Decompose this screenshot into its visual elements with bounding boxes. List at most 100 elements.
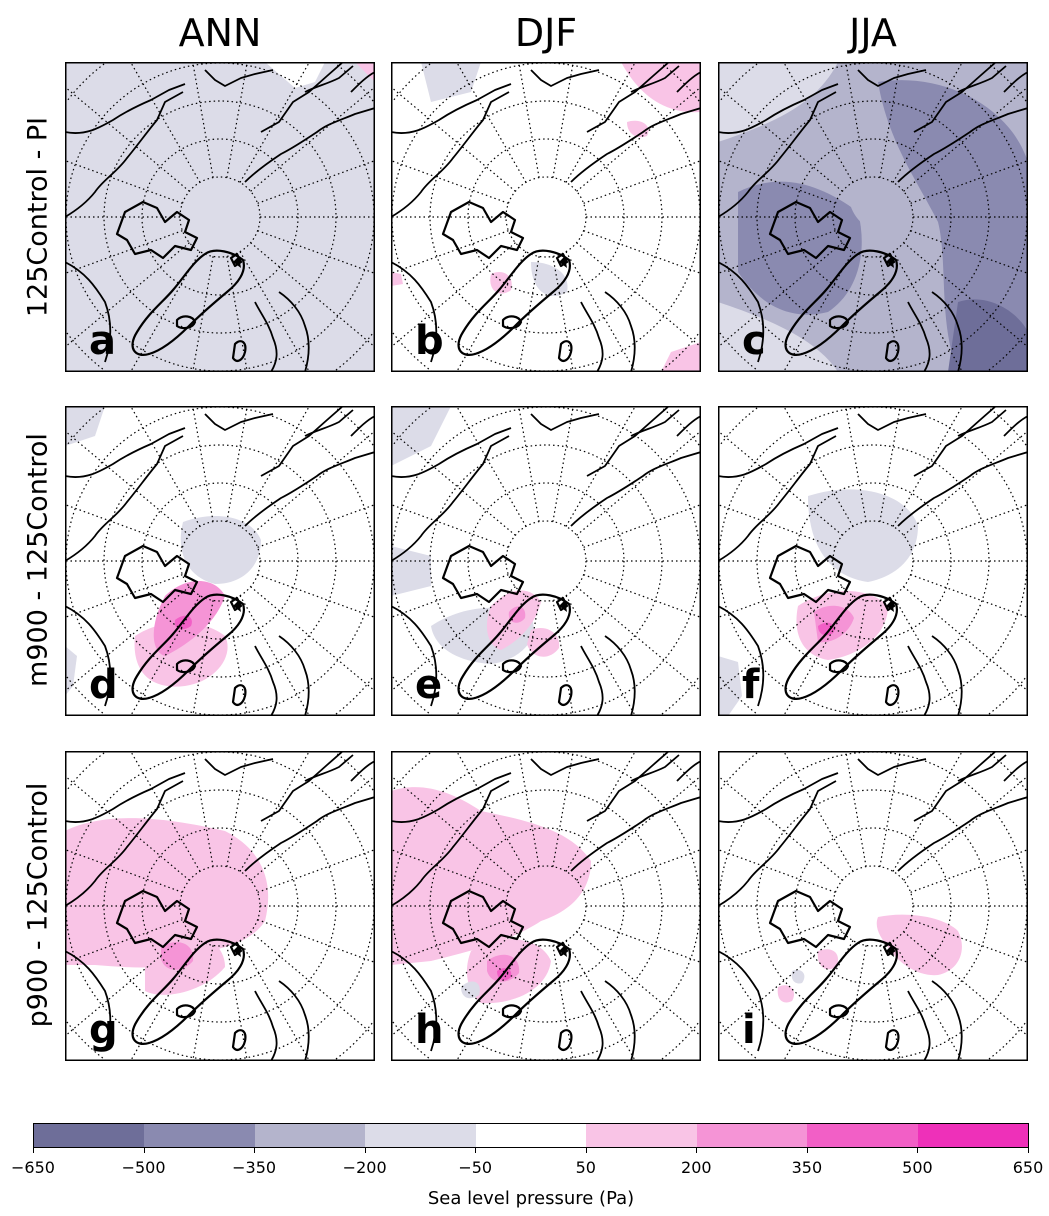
coastline-rightTop	[957, 409, 1028, 437]
graticule-meridian	[718, 574, 836, 619]
colorbar-tick	[585, 1147, 587, 1153]
coastline-siberia	[897, 107, 1028, 183]
slp-contour-fill	[391, 787, 591, 965]
graticule-meridian	[903, 586, 1028, 692]
graticule-meridian	[845, 945, 867, 1061]
graticule-meridian	[552, 945, 574, 1061]
slp-contour-fill	[391, 546, 431, 596]
coastline-rightTop	[304, 409, 375, 437]
graticule-meridian	[892, 751, 964, 872]
panel-frame	[391, 751, 701, 1061]
graticule-meridian	[518, 600, 540, 716]
graticule-meridian	[65, 848, 183, 893]
coastline-greenland	[457, 249, 571, 356]
slp-contour-fill	[527, 628, 560, 657]
slp-contour-fill	[718, 656, 742, 716]
coastline-uk	[557, 340, 573, 362]
coastline-iceland	[828, 315, 850, 330]
coastline-scandinavia	[907, 291, 963, 372]
graticule-meridian	[226, 751, 248, 867]
panel-frame	[391, 62, 701, 372]
graticule-parallel	[103, 100, 337, 334]
graticule-meridian	[65, 919, 183, 964]
coastline-iceland	[175, 659, 197, 674]
graticule-meridian	[565, 406, 637, 527]
coastline-uk	[231, 340, 247, 362]
graticule-meridian	[192, 751, 214, 867]
graticule-meridian	[65, 503, 183, 548]
graticule-meridian	[65, 574, 183, 619]
coastline-northAmerica	[65, 780, 184, 1052]
coastline-svalbard	[882, 252, 896, 268]
graticule-meridian	[226, 600, 248, 716]
panel-letter: i	[742, 1007, 756, 1053]
coastline-island	[559, 945, 567, 957]
coastline-svalbard	[229, 596, 243, 612]
coastline-siberia2	[913, 751, 997, 822]
graticule-meridian	[583, 919, 701, 964]
slp-contour-fill	[461, 981, 480, 999]
graticule-parallel	[429, 100, 663, 334]
coastline-greenland	[784, 249, 898, 356]
graticule-parallel	[756, 444, 990, 678]
graticule-meridian	[192, 945, 214, 1061]
coastline-scandinavia	[580, 980, 636, 1061]
coastline-greenland	[131, 593, 245, 700]
coastline-siberia2	[913, 62, 997, 133]
panel-frame	[718, 751, 1028, 1061]
coastline-island	[233, 600, 241, 612]
graticule-meridian	[239, 251, 311, 372]
graticule-meridian	[910, 574, 1028, 619]
graticule-meridian	[903, 242, 1028, 348]
coastline-siberia2	[586, 62, 670, 133]
coastline-island	[233, 256, 241, 268]
graticule-meridian	[845, 600, 867, 716]
coastline-siberia2	[586, 406, 670, 477]
slp-contour-fill	[265, 62, 325, 88]
graticule-meridian	[455, 251, 527, 372]
graticule-parallel	[794, 827, 952, 985]
slp-contour-fill	[204, 182, 279, 256]
coastline-siberia	[897, 796, 1028, 872]
graticule-meridian	[65, 242, 190, 348]
graticule-meridian	[455, 595, 527, 716]
graticule-meridian	[910, 848, 1028, 893]
coastline-rightTop	[630, 409, 701, 437]
coastline-scandinavia	[580, 635, 636, 716]
coastline-greenland	[131, 249, 245, 356]
graticule-meridian	[518, 256, 540, 372]
coastline-greenland	[784, 938, 898, 1045]
coastline-topCoast	[718, 758, 927, 823]
slp-contour-fill	[627, 120, 649, 138]
graticule-meridian	[518, 62, 540, 178]
graticule-meridian	[903, 775, 1028, 881]
graticule-meridian	[391, 242, 516, 348]
graticule-meridian	[718, 848, 836, 893]
map-svg: c	[718, 62, 1028, 372]
graticule-meridian	[879, 600, 901, 716]
graticule-meridian	[910, 230, 1028, 275]
graticule-meridian	[565, 62, 637, 183]
map-panel-c: c	[718, 62, 1028, 372]
coastline-topCoast	[391, 758, 600, 823]
graticule-meridian	[239, 751, 311, 872]
coastline-archipelago	[768, 544, 852, 604]
coastline-uk	[231, 1029, 247, 1051]
coastline-siberia2	[586, 751, 670, 822]
graticule-meridian	[257, 503, 375, 548]
coastline-northAmerica	[718, 435, 837, 707]
coastline-island	[886, 256, 894, 268]
graticule-meridian	[65, 430, 190, 536]
colorbar-segment	[475, 1124, 587, 1147]
graticule-meridian	[552, 62, 574, 178]
colorbar-tick	[1028, 1147, 1029, 1153]
coastline-northAmerica	[391, 435, 510, 707]
graticule-parallel	[794, 138, 952, 296]
graticule-meridian	[565, 940, 637, 1061]
graticule-parallel	[141, 138, 299, 296]
map-panel-d: d	[65, 406, 375, 716]
coastline-greenland	[784, 593, 898, 700]
coastline-greenland	[457, 938, 571, 1045]
graticule-meridian	[892, 406, 964, 527]
colorbar-tick-label: 350	[791, 1158, 823, 1177]
